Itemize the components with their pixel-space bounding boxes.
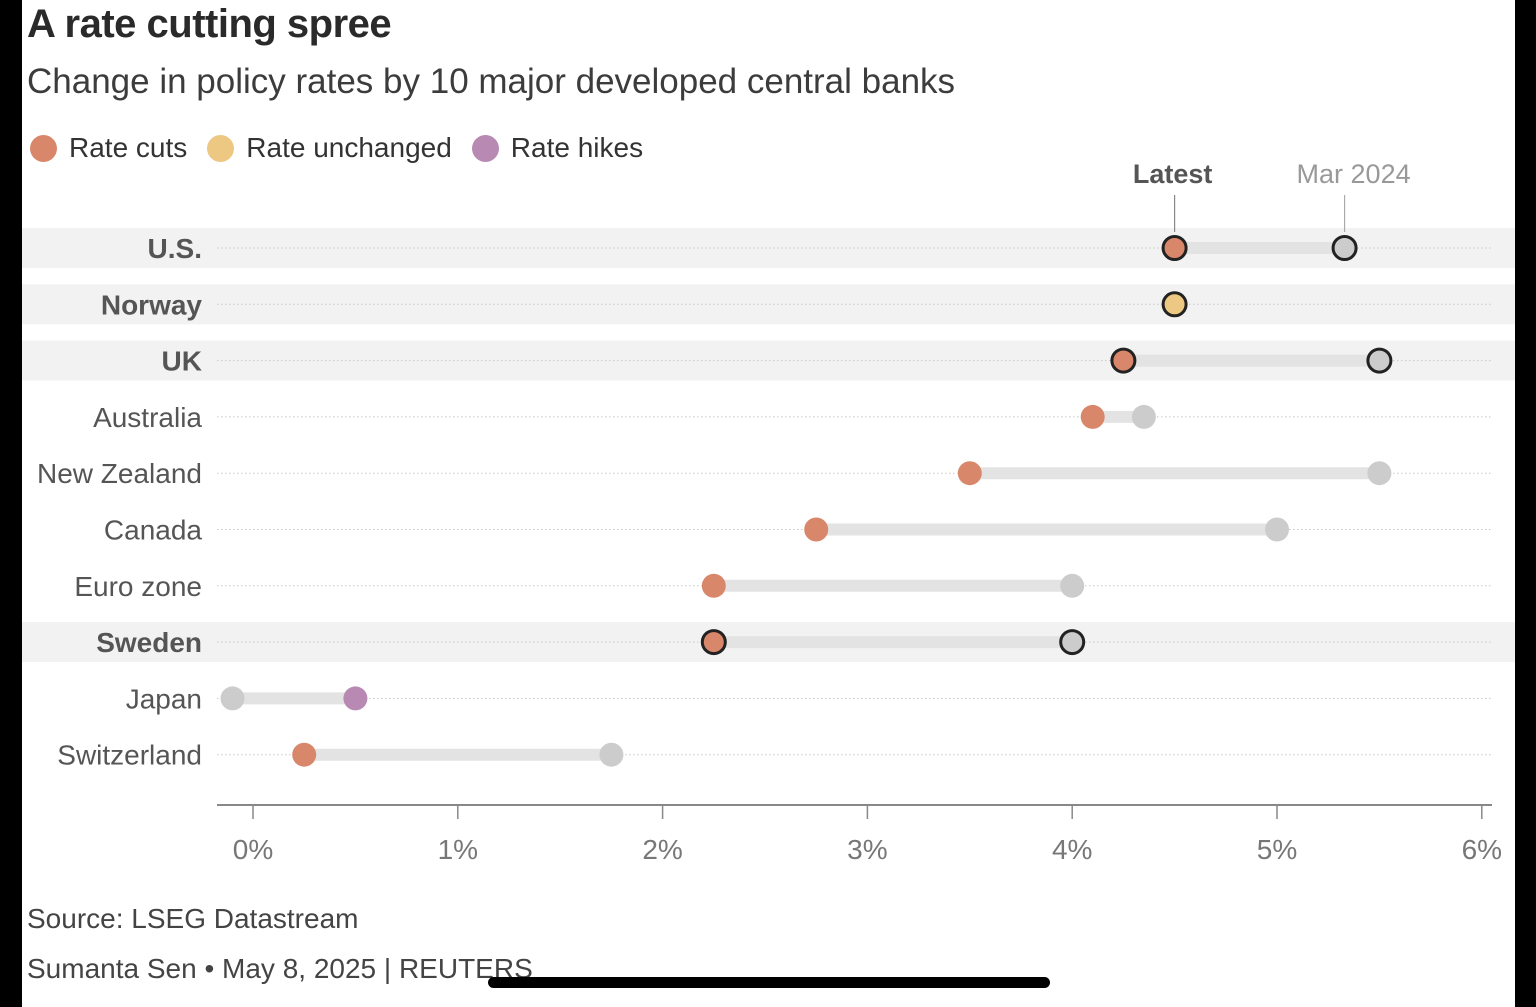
legend-item-unchanged: Rate unchanged xyxy=(207,132,452,164)
row-label: UK xyxy=(162,346,202,377)
legend-swatch-cuts xyxy=(30,134,57,162)
dot-latest xyxy=(701,573,726,598)
dot-latest xyxy=(700,629,727,656)
x-tick-label: 0% xyxy=(233,834,273,865)
dot-latest xyxy=(1161,291,1188,318)
dot-previous xyxy=(1367,461,1392,486)
dot-latest xyxy=(343,686,368,711)
dot-latest xyxy=(957,461,982,486)
dot-latest xyxy=(292,742,317,767)
dot-latest xyxy=(1080,404,1105,429)
source-note: Source: LSEG Datastream xyxy=(27,903,359,934)
dot-previous xyxy=(599,742,624,767)
byline: Sumanta Sen • May 8, 2025 | REUTERS xyxy=(27,953,533,984)
dot-latest xyxy=(1161,235,1188,261)
x-tick-label: 6% xyxy=(1462,834,1502,865)
home-indicator xyxy=(488,977,1050,988)
header-previous: Mar 2024 xyxy=(1297,159,1411,189)
row-label: Sweden xyxy=(96,627,202,658)
legend-item-hikes: Rate hikes xyxy=(471,132,644,164)
dot-previous xyxy=(1059,629,1086,656)
chart-title: A rate cutting spree xyxy=(27,2,392,46)
legend-label-unchanged: Rate unchanged xyxy=(246,132,452,163)
x-tick-label: 3% xyxy=(847,834,887,865)
dot-previous xyxy=(1366,347,1393,374)
dumbbell-chart: U.S. Norway UK Australia New Zealand Canada Eu… xyxy=(22,159,1515,865)
legend-label-cuts: Rate cuts xyxy=(69,132,188,163)
header-latest: Latest xyxy=(1133,159,1213,189)
row-label: U.S. xyxy=(148,233,202,264)
legend-swatch-unchanged xyxy=(207,134,235,162)
chart-subtitle: Change in policy rates by 10 major devel… xyxy=(27,62,956,101)
dot-previous xyxy=(1265,517,1289,542)
row-label: New Zealand xyxy=(37,458,202,489)
x-tick-label: 2% xyxy=(642,834,682,865)
legend-label-hikes: Rate hikes xyxy=(510,132,644,163)
dot-previous xyxy=(1060,573,1085,598)
legend-item-cuts: Rate cuts xyxy=(30,132,187,164)
x-tick-label: 1% xyxy=(438,834,478,865)
legend-swatch-hikes xyxy=(471,134,499,162)
row-label: Norway xyxy=(101,289,203,320)
dot-latest xyxy=(1110,347,1137,374)
dot-previous xyxy=(1331,235,1358,261)
row-label: Switzerland xyxy=(57,740,202,771)
x-tick-label: 5% xyxy=(1257,834,1297,865)
dot-previous xyxy=(220,686,245,711)
row-label: Canada xyxy=(104,515,203,546)
chart-panel: A rate cutting spree Change in policy ra… xyxy=(22,0,1515,1007)
row-label: Australia xyxy=(93,402,202,433)
dot-previous xyxy=(1131,404,1156,429)
dot-latest xyxy=(804,517,829,542)
x-tick-label: 4% xyxy=(1052,834,1092,865)
row-label: Japan xyxy=(126,683,202,714)
row-label: Euro zone xyxy=(74,571,202,602)
legend: Rate cuts Rate unchanged Rate hikes xyxy=(30,132,663,164)
